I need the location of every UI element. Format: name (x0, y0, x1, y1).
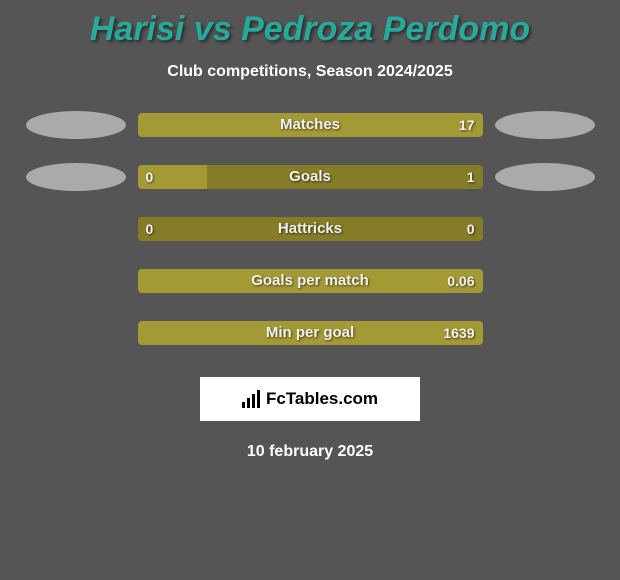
stat-row: Min per goal 1639 (0, 319, 620, 347)
date-line: 10 february 2025 (0, 443, 620, 461)
chart-icon (242, 390, 260, 408)
stat-value-right: 0 (467, 217, 475, 241)
fctables-logo[interactable]: FcTables.com (200, 377, 420, 421)
stat-value-left: 0 (146, 165, 154, 189)
stat-row: Matches 17 (0, 111, 620, 139)
player-pill-right (495, 111, 595, 139)
stat-value-right: 1 (467, 165, 475, 189)
page-title: Harisi vs Pedroza Perdomo (0, 0, 620, 49)
stat-bar: Matches 17 (138, 113, 483, 137)
stat-label: Matches (280, 113, 340, 137)
stat-bar: 0 Goals 1 (138, 165, 483, 189)
stat-row: 0 Hattricks 0 (0, 215, 620, 243)
stat-value-right: 1639 (443, 321, 474, 345)
subtitle: Club competitions, Season 2024/2025 (0, 63, 620, 81)
stat-value-right: 0.06 (447, 269, 474, 293)
player-pill-left (26, 163, 126, 191)
stat-label: Min per goal (266, 321, 354, 345)
stat-rows: Matches 17 0 Goals 1 0 Hattricks 0 Goals per mat… (0, 111, 620, 347)
stat-label: Goals per match (251, 269, 369, 293)
stat-label: Goals (289, 165, 331, 189)
stat-row: Goals per match 0.06 (0, 267, 620, 295)
stat-bar: 0 Hattricks 0 (138, 217, 483, 241)
stat-value-right: 17 (459, 113, 475, 137)
player-pill-right (495, 163, 595, 191)
stat-row: 0 Goals 1 (0, 163, 620, 191)
stat-bar: Goals per match 0.06 (138, 269, 483, 293)
logo-text: FcTables.com (266, 389, 378, 409)
stat-label: Hattricks (278, 217, 342, 241)
stat-bar: Min per goal 1639 (138, 321, 483, 345)
stat-value-left: 0 (146, 217, 154, 241)
player-pill-left (26, 111, 126, 139)
